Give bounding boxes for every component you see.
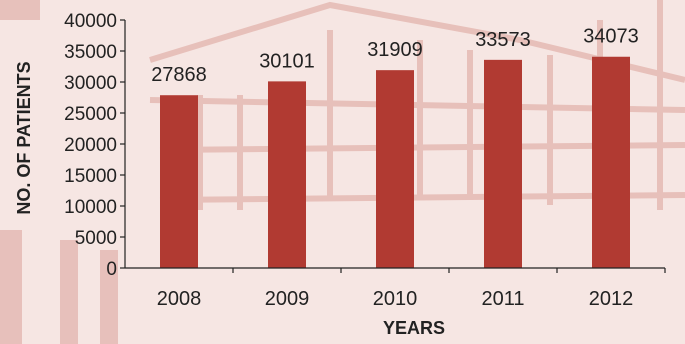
- y-tick-label: 0: [106, 259, 117, 280]
- data-labels-group: 27868 30101 31909 33573 34073: [151, 26, 639, 86]
- y-axis-title: NO. OF PATIENTS: [14, 61, 34, 214]
- x-axis-title: YEARS: [383, 318, 445, 338]
- bars-group: [160, 56, 630, 269]
- y-axis: 0 5000 10000 15000 20000 25000 30000 35000 40000: [64, 11, 125, 280]
- bar-2010: [376, 70, 414, 268]
- y-tick-label: 35000: [64, 42, 117, 63]
- y-tick-label: 25000: [64, 104, 117, 125]
- x-tick-label-2011: 2011: [481, 288, 524, 310]
- bar-2009: [268, 81, 306, 268]
- data-label-2012: 34073: [583, 26, 639, 48]
- y-tick-label: 30000: [64, 73, 117, 94]
- data-label-2010: 31909: [367, 39, 423, 61]
- data-label-2011: 33573: [475, 29, 531, 51]
- x-tick-label-2009: 2009: [265, 288, 310, 310]
- bar-2011: [484, 59, 522, 269]
- data-label-2009: 30101: [259, 50, 315, 72]
- y-tick-label: 10000: [64, 197, 117, 218]
- x-axis: 2008 2009 2010 2011 2012: [157, 268, 666, 310]
- y-tick-label: 20000: [64, 135, 117, 156]
- y-tick-label: 40000: [64, 11, 117, 32]
- x-tick-label-2008: 2008: [157, 288, 202, 310]
- y-tick-label: 5000: [75, 228, 117, 249]
- bar-2012: [592, 56, 630, 268]
- x-tick-label-2012: 2012: [589, 288, 634, 310]
- y-tick-label: 15000: [64, 166, 117, 187]
- bar-2008: [160, 95, 198, 268]
- x-tick-label-2010: 2010: [373, 288, 418, 310]
- data-label-2008: 27868: [151, 64, 207, 86]
